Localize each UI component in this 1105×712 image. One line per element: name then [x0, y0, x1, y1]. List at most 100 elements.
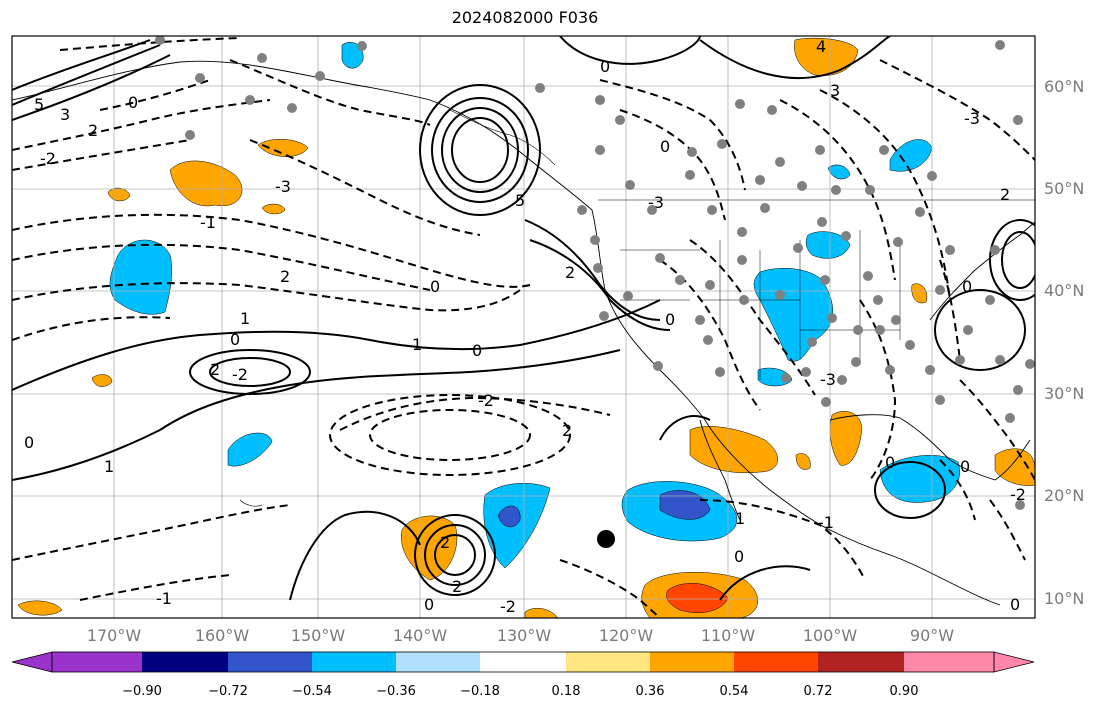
blue-region-small-north [341, 42, 364, 69]
orange-region-south-mid [524, 607, 559, 618]
contour-label: 0 [24, 433, 34, 452]
contour-label: -1 [818, 513, 834, 532]
colorbar-bin [566, 652, 650, 672]
orange-region-east-small [911, 283, 928, 304]
orange-region-nw [169, 160, 243, 207]
contour-label: 3 [830, 81, 840, 100]
contour-label: 2 [280, 267, 290, 286]
lat-label-60n: 60°N [1044, 77, 1085, 96]
lat-label-20n: 20°N [1044, 486, 1085, 505]
contour-label: 0 [600, 57, 610, 76]
colorbar-tick: 0.90 [889, 684, 919, 699]
blue-region-east-small [827, 164, 851, 180]
map-title: 2024082000 F036 [451, 8, 599, 27]
contour-label: 0 [734, 547, 744, 566]
orange-region-left [17, 600, 63, 616]
colorbar-tick: 0.36 [635, 684, 665, 699]
contour-label: -2 [232, 365, 248, 384]
contour-label: -2 [478, 391, 494, 410]
contour-label: -1 [156, 589, 172, 608]
colorbar-bin [228, 652, 312, 672]
orange-region-small2 [107, 187, 131, 202]
contour-label: 1 [240, 309, 250, 328]
contour-label: 0 [424, 595, 434, 614]
contour-label: 0 [230, 330, 240, 349]
contour-label: 0 [660, 137, 670, 156]
grid-lines [12, 36, 1035, 618]
colorbar-bin [818, 652, 904, 672]
contour-label: -2 [40, 149, 56, 168]
contour-label: -1 [200, 213, 216, 232]
orange-region-east-coast [994, 448, 1035, 486]
blue-region-midwest [805, 231, 851, 259]
colorbar-tick: −0.36 [376, 684, 416, 699]
contour-label: 2 [440, 533, 450, 552]
lat-label-10n: 10°N [1044, 589, 1085, 608]
orange-region-mexico [689, 426, 778, 474]
orange-region-gulf-small [795, 453, 811, 470]
colorbar-bin [312, 652, 396, 672]
blue-region-gulf-east [879, 455, 960, 503]
orange-region-gulf [829, 411, 863, 466]
contour-label: 1 [104, 457, 114, 476]
lon-label-120w: 120°W [598, 626, 654, 645]
colorbar-bin [52, 652, 142, 672]
colorbar-bin [904, 652, 994, 672]
location-point [597, 530, 615, 548]
contour-label: 2 [1000, 185, 1010, 204]
lat-label-30n: 30°N [1044, 384, 1085, 403]
colorbar-tick: 0.72 [803, 684, 833, 699]
lat-label-40n: 40°N [1044, 281, 1085, 300]
contour-label: 2 [565, 263, 575, 282]
colorbar-tick: −0.54 [292, 684, 332, 699]
lon-label-160w: 160°W [194, 626, 250, 645]
lon-label-130w: 130°W [496, 626, 552, 645]
contour-labels: 5 3 2 0 -2 -3 1 -1 2 0 -2 5 2 0 1 -2 2 0… [24, 37, 1026, 616]
colorbar-tick: 0.54 [719, 684, 749, 699]
contour-label: 0 [472, 341, 482, 360]
blue-region-pacific [109, 239, 172, 315]
colorbar-arrow-left [11, 651, 53, 673]
solid-contours [12, 36, 1035, 601]
colorbar-bin [480, 652, 566, 672]
contour-label: 2 [210, 360, 220, 379]
colorbar-bin [734, 652, 818, 672]
colorbar-bin [142, 652, 228, 672]
contour-label: -3 [275, 177, 291, 196]
orange-region-small1 [257, 139, 309, 157]
blue-region-130w [483, 483, 551, 569]
colorbar-tick: −0.18 [460, 684, 500, 699]
contour-label: 0 [430, 277, 440, 296]
contour-label: -2 [1010, 485, 1026, 504]
contour-label: 0 [128, 93, 138, 112]
lon-label-170w: 170°W [86, 626, 142, 645]
station-markers [155, 36, 1035, 510]
colorbar [11, 651, 1035, 673]
contour-label: -3 [820, 370, 836, 389]
lon-label-110w: 110°W [700, 626, 756, 645]
blue-region-hawaii [227, 432, 273, 467]
lon-label-150w: 150°W [290, 626, 346, 645]
contour-label: 0 [885, 453, 895, 472]
lon-label-140w: 140°W [392, 626, 448, 645]
colorbar-tick: 0.18 [551, 684, 581, 699]
contour-label: 0 [665, 310, 675, 329]
orange-region-small3 [261, 203, 286, 215]
contour-label: 0 [1010, 595, 1020, 614]
dark-blue-region-115w [659, 490, 711, 520]
map-border [11, 35, 1036, 619]
colorbar-outline [51, 651, 995, 673]
contour-label: 2 [88, 121, 98, 140]
dark-blue-region-130w [497, 505, 521, 528]
contour-label: 5 [34, 95, 44, 114]
contour-label: 1 [735, 509, 745, 528]
contour-label: 1 [412, 335, 422, 354]
contour-label: 3 [60, 105, 70, 124]
contour-label: -3 [964, 109, 980, 128]
contour-label: 0 [960, 457, 970, 476]
colorbar-arrow-right [993, 651, 1035, 673]
orange-region-canada [794, 37, 859, 76]
contour-label: 0 [962, 277, 972, 296]
lat-label-50n: 50°N [1044, 179, 1085, 198]
